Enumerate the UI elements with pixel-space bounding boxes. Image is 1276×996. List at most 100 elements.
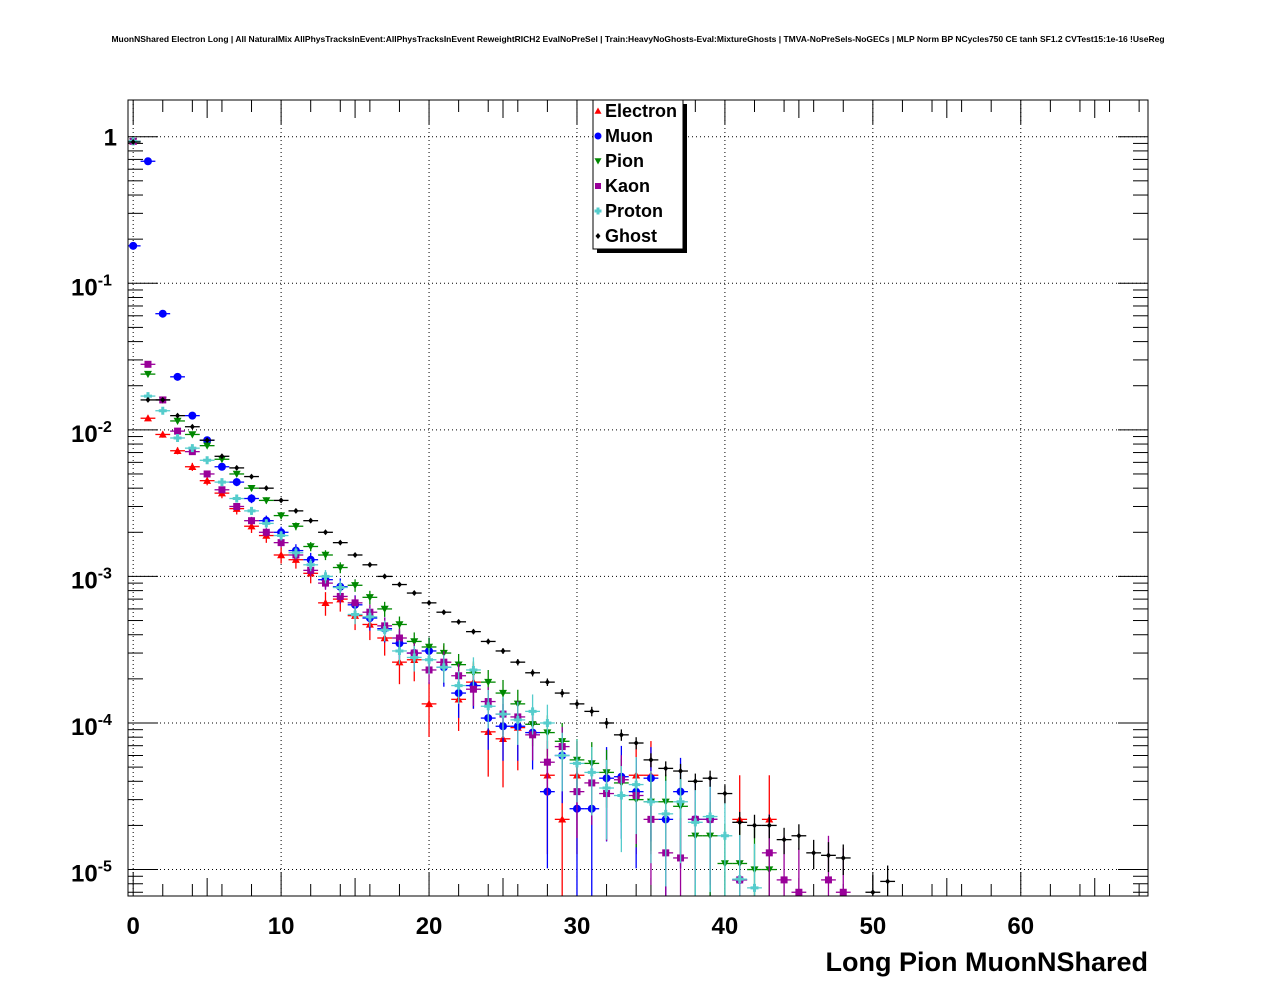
legend-marker-icon bbox=[594, 132, 602, 140]
data-point bbox=[648, 756, 654, 763]
data-point bbox=[144, 360, 152, 368]
data-point bbox=[515, 659, 521, 666]
data-point bbox=[247, 494, 256, 503]
data-point bbox=[543, 718, 552, 727]
legend-marker-icon bbox=[595, 233, 601, 239]
data-point bbox=[291, 523, 300, 531]
data-point bbox=[336, 564, 345, 572]
data-point bbox=[262, 528, 270, 536]
data-point bbox=[173, 446, 182, 454]
data-point bbox=[247, 522, 256, 530]
series-muon bbox=[128, 157, 748, 896]
x-axis-title: Long Pion MuonNShared bbox=[826, 947, 1148, 977]
data-point bbox=[351, 582, 360, 590]
data-point bbox=[484, 702, 493, 711]
data-point bbox=[410, 653, 419, 662]
data-point bbox=[454, 681, 463, 690]
data-point bbox=[367, 561, 373, 568]
data-point bbox=[589, 708, 595, 715]
data-point bbox=[441, 609, 447, 616]
data-point bbox=[530, 669, 536, 676]
legend-marker-icon bbox=[594, 107, 602, 114]
x-tick-labels: 0 10 20 30 40 50 60 bbox=[126, 913, 1034, 940]
data-point bbox=[632, 780, 641, 789]
data-point bbox=[365, 594, 374, 602]
data-point bbox=[691, 818, 700, 827]
data-point bbox=[766, 822, 772, 829]
x-tick-label: 60 bbox=[1007, 913, 1034, 940]
data-point bbox=[380, 605, 389, 613]
data-point bbox=[572, 759, 581, 768]
data-point bbox=[676, 797, 685, 806]
data-point bbox=[321, 551, 330, 559]
data-point bbox=[839, 888, 847, 896]
data-point bbox=[604, 719, 610, 726]
data-point bbox=[811, 849, 817, 856]
data-point bbox=[219, 453, 225, 460]
data-point bbox=[499, 689, 508, 698]
data-point bbox=[395, 621, 404, 629]
data-point bbox=[382, 573, 388, 580]
data-point bbox=[692, 778, 698, 785]
data-point bbox=[618, 731, 624, 738]
data-point bbox=[751, 822, 757, 829]
legend-label: Proton bbox=[605, 201, 663, 221]
legend-label: Muon bbox=[605, 126, 653, 146]
legend-marker-icon bbox=[594, 158, 602, 165]
data-point bbox=[174, 427, 182, 435]
x-tick-label: 0 bbox=[126, 913, 139, 940]
y-tick-exponent: -4 bbox=[98, 712, 112, 729]
data-point bbox=[735, 875, 744, 884]
y-tick-base: 10 bbox=[71, 421, 98, 448]
data-point bbox=[469, 665, 478, 674]
data-point bbox=[513, 715, 522, 724]
data-point bbox=[663, 765, 669, 772]
legend-item-muon: Muon bbox=[594, 126, 653, 146]
legend-item-pion: Pion bbox=[594, 151, 644, 171]
data-point bbox=[217, 462, 226, 471]
data-point bbox=[395, 646, 404, 655]
data-point bbox=[291, 548, 300, 557]
data-point bbox=[175, 412, 181, 419]
data-point bbox=[678, 768, 684, 775]
data-point bbox=[234, 464, 240, 471]
data-point bbox=[217, 456, 226, 464]
data-point bbox=[143, 414, 152, 422]
data-point bbox=[559, 690, 565, 697]
series-kaon bbox=[128, 137, 851, 896]
y-tick-exponent: -1 bbox=[98, 272, 112, 289]
data-point bbox=[485, 638, 491, 645]
data-point bbox=[469, 685, 477, 693]
legend-item-proton: Proton bbox=[594, 201, 663, 221]
data-point bbox=[158, 406, 167, 415]
y-tick-label: 1 bbox=[104, 125, 117, 152]
x-tick-label: 50 bbox=[859, 913, 886, 940]
data-point bbox=[395, 634, 403, 642]
data-point bbox=[218, 486, 226, 494]
data-point bbox=[336, 583, 345, 592]
legend-marker-icon bbox=[595, 183, 601, 189]
data-point bbox=[158, 430, 167, 438]
data-point bbox=[780, 876, 788, 884]
data-point bbox=[203, 456, 212, 465]
legend-item-kaon: Kaon bbox=[595, 176, 650, 196]
data-point bbox=[249, 473, 255, 480]
data-point bbox=[203, 476, 212, 484]
legend: Electron Muon Pion Kaon Proton Ghost bbox=[592, 99, 687, 253]
data-point bbox=[247, 506, 256, 515]
data-point bbox=[352, 551, 358, 558]
data-point bbox=[189, 423, 195, 430]
data-point bbox=[129, 241, 138, 250]
data-point bbox=[232, 478, 241, 487]
grid bbox=[128, 100, 1148, 896]
data-point bbox=[411, 590, 417, 597]
y-tick-exponent: -3 bbox=[98, 565, 112, 582]
data-point bbox=[825, 852, 831, 859]
data-point bbox=[380, 626, 389, 635]
data-point bbox=[439, 663, 448, 672]
data-point bbox=[321, 598, 330, 607]
y-tick-base: 10 bbox=[71, 274, 98, 301]
data-point bbox=[840, 854, 846, 861]
chart-title: MuonNShared Electron Long | All NaturalM… bbox=[111, 34, 1164, 44]
y-tick-base: 10 bbox=[71, 861, 98, 888]
